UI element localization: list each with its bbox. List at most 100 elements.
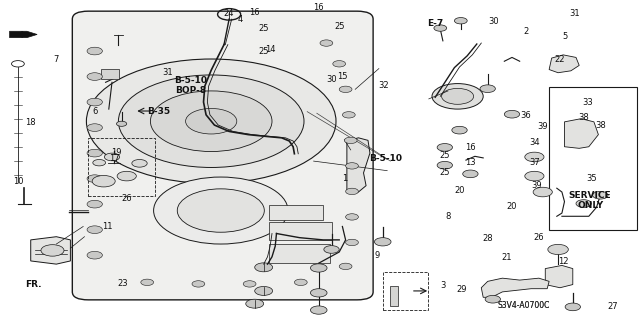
Circle shape: [437, 144, 452, 151]
Circle shape: [533, 187, 552, 197]
Text: 12: 12: [558, 257, 568, 266]
Text: 22: 22: [555, 55, 565, 63]
Text: 23: 23: [118, 279, 128, 288]
FancyBboxPatch shape: [72, 11, 373, 300]
Circle shape: [87, 200, 102, 208]
Polygon shape: [545, 265, 573, 288]
Circle shape: [150, 91, 272, 152]
Text: S3V4-A0700C: S3V4-A0700C: [497, 301, 550, 310]
Text: 28: 28: [483, 234, 493, 243]
Text: 2: 2: [524, 27, 529, 36]
Circle shape: [93, 160, 106, 166]
Circle shape: [177, 189, 264, 232]
Text: SERVICE
ONLY: SERVICE ONLY: [569, 191, 611, 210]
Text: 9: 9: [375, 251, 380, 260]
Text: 7: 7: [54, 55, 59, 63]
Circle shape: [485, 295, 500, 303]
Text: 8: 8: [445, 212, 451, 221]
Bar: [101, 69, 119, 79]
Text: 4: 4: [237, 15, 243, 24]
Text: S3V4-A0700C: S3V4-A0700C: [497, 301, 550, 310]
Circle shape: [255, 286, 273, 295]
Circle shape: [87, 98, 102, 106]
Text: 16: 16: [313, 3, 323, 11]
Circle shape: [246, 299, 264, 308]
Text: 16: 16: [465, 143, 476, 152]
Text: 35: 35: [587, 174, 597, 182]
Circle shape: [344, 137, 357, 144]
Text: 1: 1: [342, 174, 347, 183]
Circle shape: [87, 175, 102, 182]
Text: 6: 6: [92, 107, 97, 116]
Text: 14: 14: [265, 45, 275, 54]
Circle shape: [192, 281, 205, 287]
Text: 36: 36: [521, 111, 531, 120]
Text: 20: 20: [507, 202, 517, 211]
Circle shape: [525, 171, 544, 181]
Bar: [390, 286, 398, 306]
Circle shape: [432, 84, 483, 109]
Circle shape: [525, 152, 544, 162]
Circle shape: [294, 279, 307, 286]
Text: 37: 37: [529, 158, 540, 167]
Text: 29: 29: [457, 285, 467, 294]
Circle shape: [118, 75, 304, 167]
Circle shape: [117, 171, 136, 181]
Text: 15: 15: [337, 72, 348, 81]
Text: 31: 31: [163, 68, 173, 77]
Text: 17: 17: [109, 154, 119, 163]
Text: B-35: B-35: [147, 107, 170, 115]
Polygon shape: [10, 31, 37, 38]
Circle shape: [346, 163, 358, 169]
Text: 11: 11: [102, 222, 113, 231]
Circle shape: [434, 25, 447, 31]
Circle shape: [243, 281, 256, 287]
Text: 20: 20: [454, 186, 465, 195]
Text: 25: 25: [440, 168, 450, 177]
Text: 38: 38: [579, 113, 589, 122]
Text: 18: 18: [26, 118, 36, 127]
Polygon shape: [347, 138, 370, 192]
Text: B-5-10
BOP-8: B-5-10 BOP-8: [174, 76, 207, 95]
Circle shape: [87, 226, 102, 234]
Polygon shape: [564, 119, 598, 148]
Bar: [88, 138, 155, 196]
Circle shape: [87, 149, 102, 157]
Text: 26: 26: [122, 194, 132, 203]
Circle shape: [141, 279, 154, 286]
Text: 39: 39: [538, 122, 548, 131]
Circle shape: [504, 110, 520, 118]
Bar: [549, 87, 637, 230]
Bar: [269, 205, 323, 220]
Text: 10: 10: [13, 177, 23, 186]
Circle shape: [86, 59, 336, 183]
Text: 30: 30: [326, 75, 337, 84]
Text: 13: 13: [465, 158, 476, 167]
Bar: [383, 272, 428, 310]
Circle shape: [346, 239, 358, 246]
Circle shape: [320, 40, 333, 46]
Polygon shape: [31, 237, 70, 264]
Circle shape: [374, 238, 391, 246]
Text: 27: 27: [608, 302, 618, 311]
Circle shape: [186, 108, 237, 134]
Text: B-5-10: B-5-10: [369, 154, 402, 163]
Circle shape: [87, 47, 102, 55]
Text: 30: 30: [489, 17, 499, 26]
Circle shape: [442, 88, 474, 104]
Circle shape: [87, 124, 102, 131]
Circle shape: [480, 85, 495, 93]
Circle shape: [565, 303, 580, 311]
Text: 5: 5: [563, 32, 568, 41]
Text: 32: 32: [379, 81, 389, 90]
Text: 3: 3: [440, 281, 445, 290]
Text: 38: 38: [595, 121, 605, 130]
Circle shape: [342, 112, 355, 118]
Text: 33: 33: [582, 98, 593, 107]
Circle shape: [154, 177, 288, 244]
Circle shape: [593, 191, 608, 199]
Text: 25: 25: [334, 22, 344, 31]
Circle shape: [339, 86, 352, 93]
Circle shape: [333, 61, 346, 67]
Text: 24: 24: [224, 9, 234, 18]
